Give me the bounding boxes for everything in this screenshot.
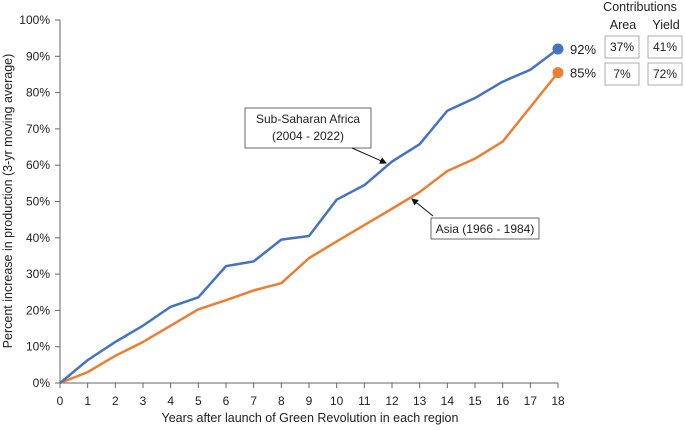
y-tick-label: 70% [26, 122, 50, 136]
y-tick-label: 90% [26, 49, 50, 63]
y-tick-label: 10% [26, 340, 50, 354]
asia-end-label: 85% [570, 66, 596, 81]
x-tick-label: 8 [278, 394, 285, 408]
asia-series-line [59, 71, 559, 385]
x-tick-label: 0 [57, 394, 64, 408]
asia-area-cell [604, 62, 640, 86]
y-tick-label: 100% [19, 13, 50, 27]
x-tick-label: 17 [524, 394, 538, 408]
x-tick-label: 15 [468, 394, 482, 408]
x-tick-label: 2 [112, 394, 119, 408]
contributions-title: Contributions [603, 0, 677, 14]
y-tick-label: 30% [26, 267, 50, 281]
y-tick-label: 50% [26, 195, 50, 209]
asia-yield-value: 72% [653, 67, 677, 81]
axes [55, 19, 559, 388]
asia-annotation-box [430, 217, 540, 240]
ssa-area-cell [604, 35, 640, 59]
ssa-annotation-arrow [351, 147, 387, 164]
ssa-end-label: 92% [570, 42, 596, 57]
x-tick-label: 11 [358, 394, 371, 408]
asia-yield-cell [647, 62, 683, 86]
ssa-annotation-box [244, 107, 372, 149]
x-tick-label: 1 [84, 394, 91, 408]
x-tick-label: 18 [551, 394, 565, 408]
y-tick-label: 60% [26, 158, 50, 172]
y-tick-label: 80% [26, 86, 50, 100]
asia-area-value: 7% [613, 67, 631, 81]
x-tick-label: 10 [330, 394, 344, 408]
contributions-yield-header: Yield [652, 18, 679, 32]
ssa-area-value: 37% [610, 40, 634, 54]
contributions-area-header: Area [610, 18, 636, 32]
x-tick-label: 16 [496, 394, 510, 408]
x-tick-label: 3 [140, 394, 147, 408]
ssa-yield-value: 41% [653, 40, 677, 54]
x-tick-label: 13 [413, 394, 427, 408]
ssa-annotation-line2: (2004 - 2022) [272, 129, 344, 143]
x-axis-title: Years after launch of Green Revolution i… [162, 411, 459, 425]
asia-annotation-label: Asia (1966 - 1984) [436, 222, 535, 236]
x-tick-label: 14 [441, 394, 455, 408]
ssa-yield-cell [647, 35, 683, 59]
x-tick-label: 6 [223, 394, 230, 408]
series-lines: 85% 92% [59, 42, 596, 385]
ssa-annotation-line1: Sub-Saharan Africa [256, 112, 360, 126]
y-tick-labels: 0% 10% 20% 30% 40% 50% 60% 70% 80% 90% 100% [19, 13, 50, 390]
x-tick-label: 5 [195, 394, 202, 408]
x-tick-label: 7 [250, 394, 257, 408]
x-tick-label: 9 [306, 394, 313, 408]
x-tick-label: 12 [385, 394, 399, 408]
x-tick-labels: 0 1 2 3 4 5 6 7 8 9 10 11 12 13 14 15 16 17 18 [57, 394, 565, 408]
ssa-end-point [552, 43, 564, 55]
asia-annotation-arrow [411, 198, 434, 217]
ssa-series-line [59, 48, 559, 384]
asia-end-point [552, 67, 564, 79]
y-tick-label: 0% [33, 376, 51, 390]
y-axis-title: Percent increase in production (3-yr mov… [1, 54, 15, 349]
x-tick-label: 4 [167, 394, 174, 408]
y-tick-label: 40% [26, 231, 50, 245]
y-tick-label: 20% [26, 303, 50, 317]
